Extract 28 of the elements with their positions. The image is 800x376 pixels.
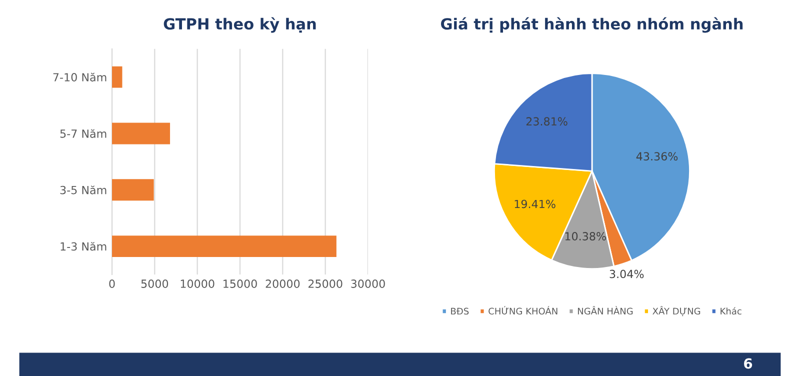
data-label: 10.38% xyxy=(565,232,606,240)
legend-label: Khác xyxy=(720,307,742,315)
x-tick-label: 0 xyxy=(109,280,115,288)
data-label: 3.04% xyxy=(610,270,644,278)
x-tick-label: 25000 xyxy=(308,280,342,288)
x-tick-label: 15000 xyxy=(224,280,257,288)
x-tick-label: 10000 xyxy=(180,280,214,288)
text: 6 xyxy=(744,358,752,369)
data-label: 19.41% xyxy=(514,200,556,208)
legend-label: CHỨNG KHOÁN xyxy=(488,306,558,315)
x-tick-label: 20000 xyxy=(266,280,300,288)
bar xyxy=(112,236,336,257)
bar xyxy=(112,179,154,201)
chart-title: Giá trị phát hành theo nhóm ngành xyxy=(441,17,743,33)
y-tick-label: 3-5 Năm xyxy=(60,186,106,194)
bar xyxy=(112,66,122,88)
x-tick-label: 5000 xyxy=(141,280,168,288)
y-tick-label: 5-7 Năm xyxy=(60,129,106,138)
x-tick-label: 30000 xyxy=(351,280,385,288)
legend-label: NGÂN HÀNG xyxy=(578,306,633,315)
bar xyxy=(112,122,170,144)
data-label: 23.81% xyxy=(526,117,568,126)
y-tick-label: 1-3 Năm xyxy=(60,242,106,251)
legend-label: XÂY DỰNG xyxy=(652,306,700,316)
chart-title: GTPH theo kỳ hạn xyxy=(164,17,316,33)
y-tick-label: 7-10 Năm xyxy=(53,72,106,82)
legend-label: BĐS xyxy=(451,308,469,315)
data-label: 43.36% xyxy=(636,152,678,161)
